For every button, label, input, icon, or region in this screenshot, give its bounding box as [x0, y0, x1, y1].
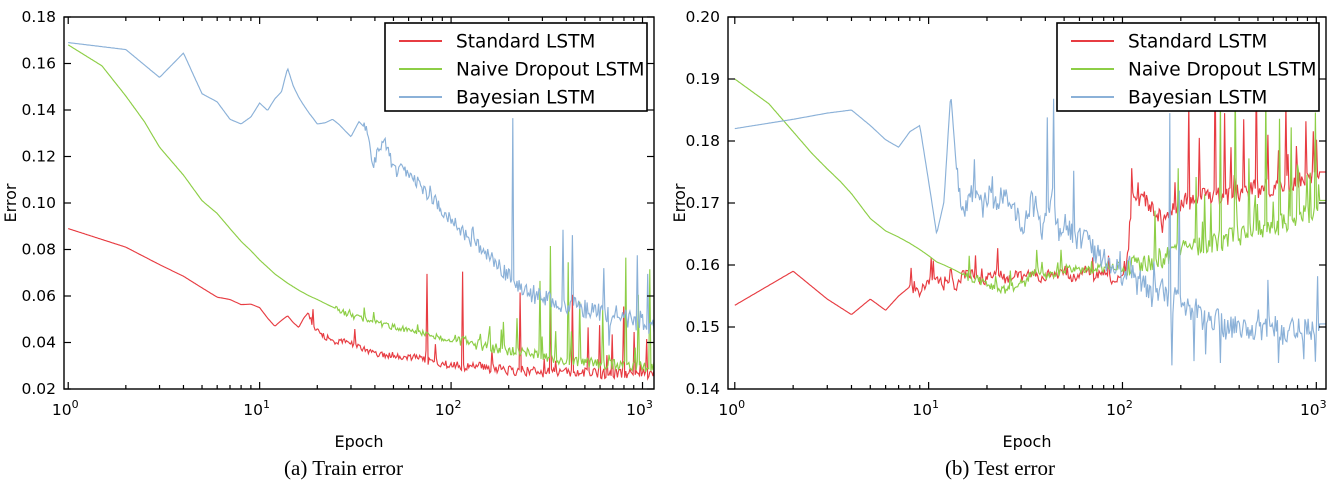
- y-tick-label: 0.15: [685, 318, 720, 336]
- y-axis-label: Error: [670, 183, 689, 222]
- test-error-plot: 100 101 102 103 0.14 0.15 0.16 0.17 0.18 0.19 0.20…: [670, 8, 1327, 450]
- legend-label: Standard LSTM: [1128, 32, 1267, 53]
- y-tick-label: 0.20: [685, 8, 720, 26]
- x-tick-label: 103: [1300, 398, 1327, 419]
- y-tick-label: 0.06: [21, 287, 56, 305]
- x-tick-label: 100: [52, 398, 79, 419]
- legend-label: Bayesian LSTM: [456, 88, 595, 109]
- legend: Standard LSTM Naive Dropout LSTM Bayesian …: [1056, 22, 1320, 112]
- y-tick-label: 0.17: [685, 194, 720, 212]
- series-standard-lstm: [734, 65, 1326, 315]
- y-tick-label: 0.18: [21, 8, 56, 26]
- y-axis-label: Error: [1, 183, 20, 222]
- y-tick-label: 0.14: [21, 101, 56, 119]
- series-naive-dropout-lstm: [734, 78, 1326, 295]
- series-bayesian-lstm: [68, 42, 654, 346]
- x-tick-label: 101: [912, 398, 939, 419]
- y-tick-label: 0.18: [685, 132, 720, 150]
- x-tick-label: 102: [1106, 398, 1133, 419]
- x-axis-label: Epoch: [1003, 432, 1052, 450]
- y-tick-label: 0.10: [21, 194, 56, 212]
- caption-train-error: (a) Train error: [284, 456, 403, 480]
- legend: Standard LSTM Naive Dropout LSTM Bayesian …: [384, 22, 648, 112]
- legend-label: Bayesian LSTM: [1128, 88, 1267, 109]
- x-tick-label: 101: [243, 398, 270, 419]
- x-tick-label: 103: [626, 398, 653, 419]
- legend-label: Standard LSTM: [456, 32, 595, 53]
- y-tick-label: 0.16: [685, 256, 720, 274]
- train-error-plot: 100 101 102 103 0.02 0.04 0.06 0.08 0.10 0.12 0.14…: [1, 8, 655, 450]
- x-tick-label: 100: [718, 398, 745, 419]
- legend-label: Naive Dropout LSTM: [456, 60, 645, 81]
- caption-test-error: (b) Test error: [944, 456, 1056, 480]
- x-axis-label: Epoch: [335, 432, 384, 450]
- series-standard-lstm: [68, 228, 654, 381]
- y-tick-label: 0.14: [685, 380, 720, 398]
- y-tick-label: 0.19: [685, 70, 720, 88]
- y-tick-label: 0.12: [21, 148, 56, 166]
- series-bayesian-lstm: [734, 98, 1326, 366]
- y-tick-label: 0.02: [21, 380, 56, 398]
- y-tick-label: 0.16: [21, 55, 56, 73]
- series-naive-dropout-lstm: [67, 44, 654, 372]
- y-tick-label: 0.04: [21, 334, 56, 352]
- x-tick-label: 102: [435, 398, 462, 419]
- legend-label: Naive Dropout LSTM: [1128, 60, 1317, 81]
- y-tick-label: 0.08: [21, 241, 56, 259]
